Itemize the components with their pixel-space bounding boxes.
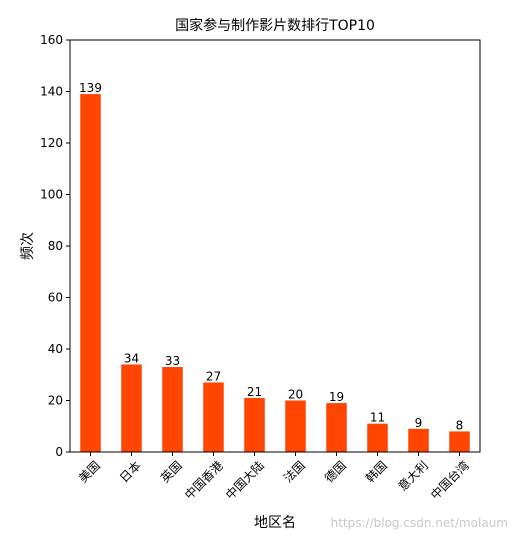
data-label: 21 xyxy=(247,385,262,399)
bar xyxy=(80,94,101,452)
x-tick-label: 法国 xyxy=(281,458,308,485)
y-tick-label: 60 xyxy=(48,291,63,305)
y-tick-label: 160 xyxy=(40,33,63,47)
data-label: 19 xyxy=(329,390,344,404)
x-tick-label: 中国台湾 xyxy=(427,458,472,503)
chart-title: 国家参与制作影片数排行TOP10 xyxy=(175,17,375,34)
y-tick-label: 0 xyxy=(55,445,63,459)
x-tick-label: 德国 xyxy=(321,458,349,486)
y-tick-label: 40 xyxy=(48,342,63,356)
watermark: https://blog.csdn.net/molaum xyxy=(331,516,508,530)
data-label: 8 xyxy=(456,418,464,432)
bar xyxy=(162,367,183,452)
x-tick-label: 中国香港 xyxy=(181,458,226,503)
y-tick-label: 80 xyxy=(48,239,63,253)
data-label: 20 xyxy=(288,388,303,402)
x-axis-label: 地区名 xyxy=(254,515,296,531)
bar xyxy=(121,364,142,452)
bar xyxy=(408,428,429,452)
bar xyxy=(367,423,388,452)
data-label: 9 xyxy=(415,416,423,430)
y-axis-label: 频次 xyxy=(20,232,36,260)
x-tick-label: 意大利 xyxy=(395,458,431,494)
data-label: 27 xyxy=(206,369,221,383)
bar xyxy=(244,397,265,452)
y-tick-label: 20 xyxy=(48,394,63,408)
bar xyxy=(285,400,306,452)
y-tick-label: 100 xyxy=(40,188,63,202)
data-label: 33 xyxy=(165,354,180,368)
y-tick-label: 140 xyxy=(40,85,63,99)
x-tick-label: 中国大陆 xyxy=(222,458,267,503)
bar xyxy=(449,431,470,452)
bar xyxy=(203,382,224,452)
bar xyxy=(326,403,347,452)
data-label: 34 xyxy=(124,351,139,365)
data-label: 11 xyxy=(370,411,385,425)
x-tick-label: 韩国 xyxy=(362,458,390,486)
data-label: 139 xyxy=(79,81,102,95)
x-tick-label: 美国 xyxy=(76,458,103,485)
x-tick-label: 日本 xyxy=(117,458,144,485)
y-tick-label: 120 xyxy=(40,136,63,150)
x-tick-label: 英国 xyxy=(158,458,185,485)
